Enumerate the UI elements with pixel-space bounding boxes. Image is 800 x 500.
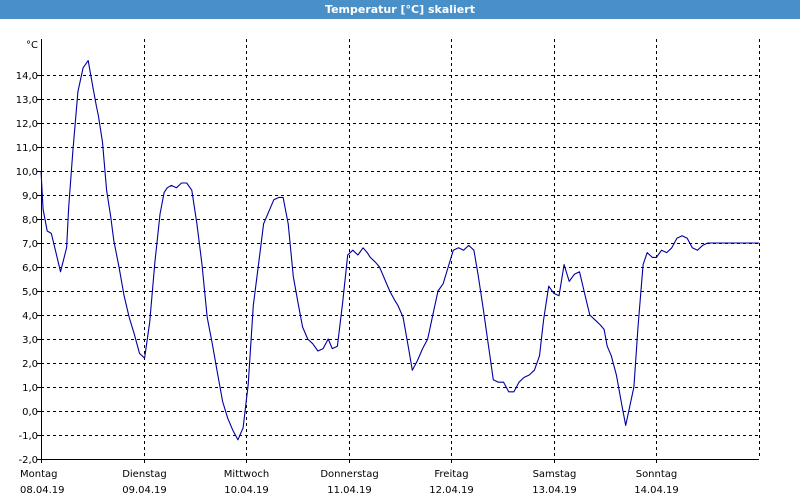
x-tick-date-label: 09.04.19 [122, 485, 167, 496]
x-tick-day-label: Montag [20, 469, 57, 480]
series [40, 60, 759, 441]
y-tick-label: 1,0 [22, 383, 38, 394]
x-tick-day-label: Samstag [533, 469, 577, 480]
x-tick-day-label: Sonntag [636, 469, 678, 480]
x-tick-date-label: 11.04.19 [327, 485, 372, 496]
y-tick-label: -2,0 [18, 455, 38, 466]
x-tick-day-label: Donnerstag [320, 469, 378, 480]
y-tick-label: 9,0 [22, 191, 38, 202]
y-tick-label: 12,0 [16, 119, 38, 130]
x-tick-date-label: 14.04.19 [634, 485, 679, 496]
plot-background [0, 19, 800, 500]
y-tick-label: 14,0 [16, 71, 38, 82]
x-tick-day-label: Mittwoch [224, 469, 269, 480]
y-axis-ticks: -2,0 -1,0 0,0 1,0 2,0 3,0 4,0 5,0 6,0 7,0 8,0 9,0 10… [16, 71, 41, 466]
y-tick-label: 0,0 [22, 407, 38, 418]
y-tick-label: 5,0 [22, 287, 38, 298]
x-tick-date-label: 08.04.19 [20, 485, 65, 496]
y-tick-label: 13,0 [16, 95, 38, 106]
y-tick-label: 4,0 [22, 311, 38, 322]
y-tick-label: 6,0 [22, 263, 38, 274]
grid [41, 39, 759, 460]
temperature-chart: -2,0 -1,0 0,0 1,0 2,0 3,0 4,0 5,0 6,0 7,0 8,0 9,0 10… [0, 19, 800, 500]
window-title: Temperatur [°C] skaliert [0, 0, 800, 19]
y-tick-label: 8,0 [22, 215, 38, 226]
temperature-series-line [40, 60, 759, 441]
x-tick-day-label: Freitag [434, 469, 468, 480]
y-tick-label: -1,0 [18, 431, 38, 442]
y-tick-label: 3,0 [22, 335, 38, 346]
x-tick-date-label: 10.04.19 [224, 485, 269, 496]
y-tick-label: 10,0 [16, 167, 38, 178]
x-tick-day-label: Dienstag [122, 469, 167, 480]
y-tick-label: 11,0 [16, 143, 38, 154]
x-tick-date-label: 12.04.19 [429, 485, 474, 496]
y-tick-label: 7,0 [22, 239, 38, 250]
plot-frame [41, 39, 760, 460]
y-axis-unit-label: °C [26, 40, 38, 51]
y-tick-label: 2,0 [22, 359, 38, 370]
x-axis-ticks: Montag 08.04.19 Dienstag 09.04.19 Mittwoch 10… [20, 459, 679, 496]
x-tick-date-label: 13.04.19 [532, 485, 577, 496]
